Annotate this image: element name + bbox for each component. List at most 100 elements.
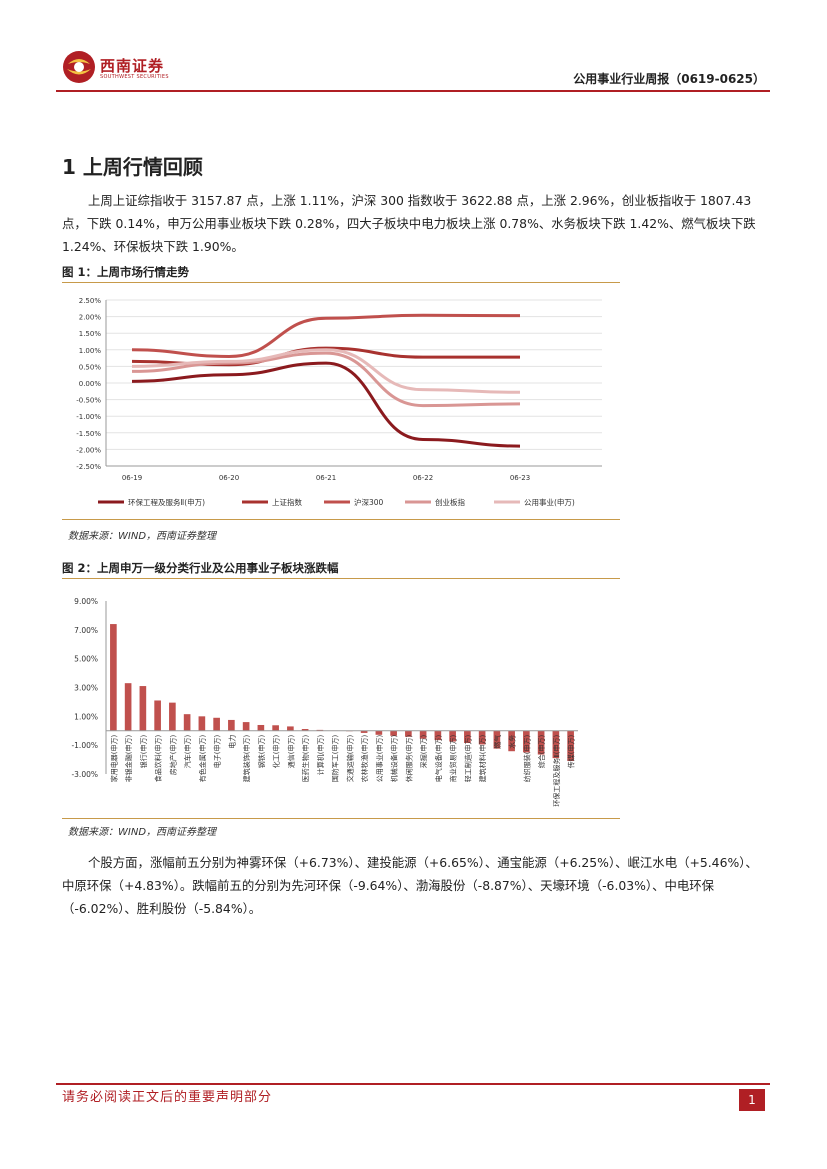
bar (183, 714, 191, 731)
y-tick-label: 0.00% (79, 380, 102, 388)
y-tick-label: -1.00% (76, 413, 101, 421)
figure1-title: 图 1：上周市场行情走势 (62, 265, 190, 279)
section-title: 1 上周行情回顾 (62, 155, 203, 179)
category-label: 环保工程及服务Ⅱ(申万) (552, 734, 561, 806)
category-label: 建筑材料(申万) (478, 734, 487, 782)
y-tick-label: 9.00% (74, 597, 98, 606)
category-label: 水务 (508, 735, 517, 749)
y-tick-label: 5.00% (74, 655, 98, 664)
category-label: 家用电器(申万) (109, 734, 118, 782)
bar (493, 730, 501, 749)
series-line (131, 313, 521, 358)
category-label: 化工(申万) (272, 734, 281, 768)
x-tick-label: 06-22 (413, 474, 433, 482)
bar (478, 730, 486, 745)
category-label: 非银金融(申万) (124, 734, 133, 782)
bar (523, 730, 530, 753)
category-label: 电力 (227, 735, 236, 749)
category-label: 建筑装饰(申万) (242, 734, 251, 782)
bar (124, 683, 132, 731)
category-label: 医药生物(申万) (301, 734, 310, 782)
y-tick-label: 1.50% (79, 330, 102, 338)
category-label: 传媒(申万) (567, 734, 576, 768)
legend-label: 上证指数 (272, 497, 302, 507)
industry-change-bar-chart: 9.00% 7.00% 5.00% 3.00% 1.00% -1.00% -3.00% 家用电… (71, 597, 578, 807)
bar (537, 730, 545, 755)
bar (375, 730, 383, 735)
bar (419, 730, 427, 739)
legend-label: 环保工程及服务Ⅱ(申万) (128, 497, 205, 507)
bar (169, 702, 176, 731)
report-title: 公用事业行业周报（0619-0625） (573, 72, 765, 86)
y-tick-label: -3.00% (71, 770, 98, 779)
page-number: 1 (739, 1089, 765, 1111)
page-header: 西南证券 SOUTHWEST SECURITIES 公用事业行业周报（0619-… (0, 0, 827, 95)
bar (257, 724, 265, 731)
y-tick-label: 1.00% (74, 712, 98, 721)
bar (213, 717, 220, 731)
legend-label: 公用事业(申万) (524, 497, 575, 507)
bar (567, 730, 574, 762)
bar (552, 730, 560, 759)
market-review-paragraph: 上周上证综指收于 3157.87 点，上涨 1.11%，沪深 300 指数收于 … (62, 193, 756, 254)
y-tick-label: -1.00% (71, 741, 98, 750)
category-label: 汽车(申万) (183, 734, 192, 768)
category-label: 有色金属(申万) (198, 734, 207, 782)
legend-label: 创业板指 (435, 497, 465, 507)
legend-label: 沪深300 (354, 497, 384, 507)
category-label: 综合(申万) (537, 734, 546, 768)
bar (198, 716, 206, 731)
series-line (131, 348, 521, 394)
x-tick-label: 06-20 (219, 474, 239, 482)
bar (287, 726, 294, 731)
y-tick-label: 1.00% (79, 347, 102, 355)
category-label: 交通运输(申万) (345, 734, 354, 782)
company-logo-icon (63, 51, 95, 83)
category-label: 食品饮料(申万) (154, 734, 163, 782)
y-tick-label: 2.50% (79, 297, 102, 305)
category-label: 电子(申万) (213, 734, 222, 768)
category-label: 休闲服务(申万) (404, 734, 413, 782)
x-tick-label: 06-21 (316, 474, 336, 482)
series-line (131, 351, 521, 408)
category-label: 银行(申万) (139, 734, 148, 768)
bar (228, 719, 235, 731)
bar (154, 700, 161, 731)
figure1-source: 数据来源：WIND，西南证券整理 (68, 531, 217, 542)
y-tick-label: -2.00% (76, 446, 101, 454)
y-tick-label: -1.50% (76, 430, 101, 438)
stock-movers-paragraph: 个股方面，涨幅前五分别为神雾环保（+6.73%）、建投能源（+6.65%）、通宝… (62, 855, 758, 916)
category-label: 机械设备(申万) (390, 734, 399, 782)
footer-divider (56, 1083, 770, 1085)
bar (390, 730, 397, 736)
category-label: 房地产(申万) (168, 734, 177, 775)
bar (139, 686, 147, 731)
bar (301, 729, 309, 731)
bar (110, 624, 117, 731)
x-tick-label: 06-19 (122, 474, 142, 482)
category-label: 计算机(申万) (316, 734, 325, 775)
footer-disclaimer: 请务必阅读正文后的重要声明部分 (62, 1090, 273, 1105)
bar (272, 725, 279, 731)
logo-text: 西南证券 (100, 57, 165, 75)
category-label: 通信(申万) (286, 734, 295, 768)
figure2-rule (62, 578, 620, 579)
y-tick-label: 3.00% (74, 684, 98, 693)
figure1-bottom-rule (62, 519, 620, 520)
bar (405, 730, 412, 737)
y-tick-label: 0.50% (79, 363, 102, 371)
bar (242, 722, 250, 731)
category-label: 钢铁(申万) (257, 734, 266, 768)
category-label: 电气设备(申万) (434, 734, 443, 782)
category-label: 轻工制造(申万) (463, 734, 472, 782)
figure2-bottom-rule (62, 818, 620, 819)
bar (508, 730, 515, 752)
x-tick-label: 06-23 (510, 474, 530, 482)
category-label: 国防军工(申万) (331, 734, 340, 782)
category-label: 纺织服装(申万) (522, 734, 531, 782)
market-trend-line-chart: 2.50% 2.00% 1.50% 1.00% 0.50% 0.00% -0.50% -1.0… (76, 297, 602, 507)
category-label: 燃气 (493, 735, 502, 749)
series-line (131, 361, 521, 448)
figure2-source: 数据来源：WIND，西南证券整理 (68, 827, 217, 838)
figure2-title: 图 2：上周申万一级分类行业及公用事业子板块涨跌幅 (62, 561, 339, 575)
